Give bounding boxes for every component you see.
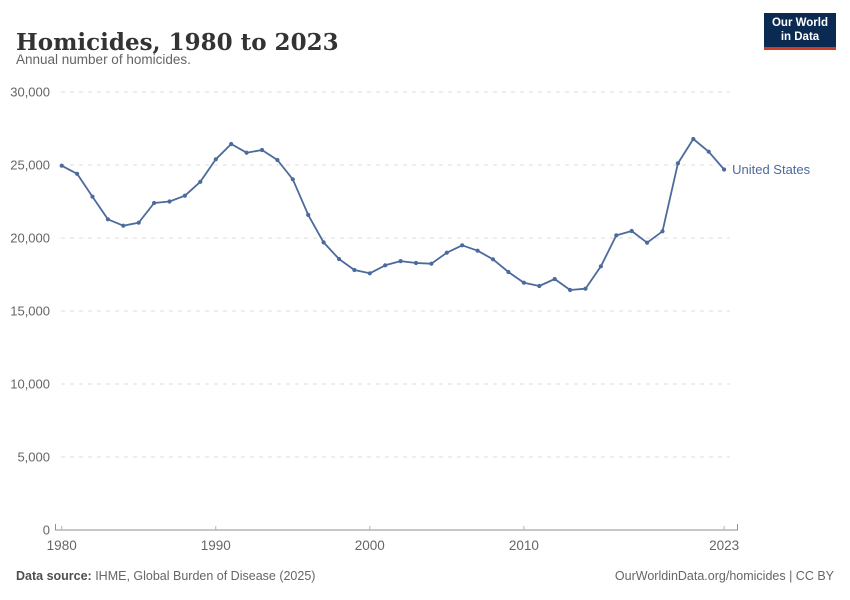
y-tick-label: 15,000: [10, 304, 50, 319]
data-point: [121, 223, 126, 228]
data-point: [244, 150, 249, 155]
data-point: [90, 194, 95, 199]
owid-logo-text-line2: in Data: [780, 30, 820, 43]
x-tick-label: 1980: [47, 538, 77, 553]
data-point: [167, 199, 172, 204]
data-source: Data source: IHME, Global Burden of Dise…: [16, 569, 315, 583]
data-source-value: IHME, Global Burden of Disease (2025): [91, 569, 316, 583]
data-point: [598, 264, 604, 269]
data-point: [675, 161, 681, 166]
data-point: [275, 157, 280, 163]
data-point: [629, 228, 634, 234]
data-point: [259, 147, 265, 153]
y-tick-label: 10,000: [10, 377, 50, 392]
credit-link[interactable]: OurWorldinData.org/homicides | CC BY: [614, 569, 834, 583]
data-point: [352, 267, 357, 273]
y-tick-label: 25,000: [10, 158, 50, 173]
page-title: Homicides, 1980 to 2023: [16, 29, 339, 57]
data-point: [105, 217, 110, 222]
data-point: [336, 256, 342, 262]
data-point: [59, 163, 64, 168]
y-tick-label: 0: [43, 523, 50, 538]
data-point: [321, 240, 326, 245]
data-point: [213, 157, 218, 162]
data-point: [568, 287, 573, 293]
owid-logo[interactable]: Our World in Data: [764, 13, 836, 50]
data-point: [722, 167, 727, 172]
x-tick-label: 2023: [709, 538, 739, 553]
series-line-united-states[interactable]: [59, 136, 727, 293]
data-source-label: Data source:: [16, 569, 92, 583]
data-point: [290, 177, 295, 182]
data-point: [506, 269, 511, 275]
data-point: [706, 149, 711, 154]
data-point: [398, 259, 403, 264]
data-point: [75, 171, 80, 176]
data-point: [444, 250, 449, 255]
data-point: [229, 141, 234, 147]
series-path[interactable]: [60, 138, 725, 291]
data-point: [537, 283, 542, 289]
data-point: [660, 229, 665, 234]
series-label[interactable]: United States: [732, 162, 811, 177]
chart-footer: Data source: IHME, Global Burden of Dise…: [0, 566, 850, 590]
data-point: [460, 243, 465, 248]
y-tick-label: 30,000: [10, 85, 50, 100]
chart-subtitle: Annual number of homicides.: [16, 52, 191, 67]
data-point: [383, 263, 388, 268]
data-point: [614, 233, 619, 238]
data-point: [490, 257, 496, 262]
data-point: [645, 240, 650, 245]
data-point: [552, 276, 557, 282]
data-point: [475, 248, 480, 253]
y-tick-label: 5,000: [17, 450, 50, 465]
data-point: [182, 193, 187, 198]
data-point: [583, 286, 588, 291]
data-point: [413, 260, 419, 266]
data-point: [367, 271, 372, 276]
owid-logo-text-line1: Our World: [771, 17, 828, 29]
data-point: [429, 261, 434, 266]
x-tick-label: 2000: [355, 538, 385, 553]
data-point: [136, 220, 141, 225]
data-point: [152, 200, 157, 206]
data-point: [691, 136, 696, 142]
x-tick-label: 1990: [201, 538, 231, 553]
x-tick-label: 2010: [509, 538, 539, 553]
data-point: [306, 212, 311, 217]
data-point: [198, 179, 203, 184]
data-point: [521, 280, 527, 285]
y-tick-label: 20,000: [10, 231, 50, 246]
